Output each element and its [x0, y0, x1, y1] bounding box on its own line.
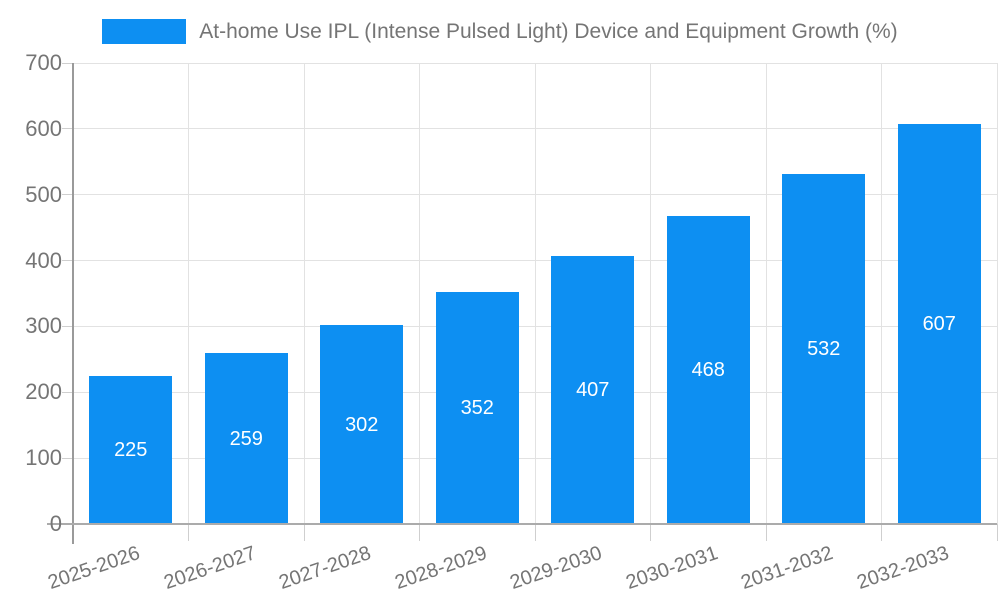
legend-color-swatch	[102, 19, 187, 44]
legend-label: At-home Use IPL (Intense Pulsed Light) D…	[199, 19, 898, 43]
y-tick-label: 200	[25, 379, 62, 405]
x-tick-label: 2029-2030	[507, 542, 605, 594]
bar[interactable]: 607	[897, 124, 981, 524]
bar-value-label: 407	[576, 378, 610, 401]
y-tick-label: 700	[25, 50, 62, 75]
y-tick	[62, 457, 73, 459]
y-tick-label: 400	[25, 247, 62, 273]
plot-area: 225 259 302 352 407 468 532 607	[62, 62, 998, 541]
x-tick	[419, 524, 420, 541]
v-gridline	[650, 63, 651, 524]
y-tick	[62, 62, 73, 64]
y-tick-label: 600	[25, 115, 62, 141]
bar[interactable]: 407	[551, 255, 635, 524]
bar-value-label: 225	[114, 438, 148, 461]
legend[interactable]: At-home Use IPL (Intense Pulsed Light) D…	[0, 19, 1000, 44]
y-tick-label: 500	[25, 181, 62, 207]
x-tick-label: 2031-2032	[738, 542, 836, 594]
x-tick-label: 2026-2027	[160, 542, 259, 594]
x-tick	[765, 524, 767, 541]
x-tick	[996, 524, 998, 541]
bar-value-label: 532	[807, 337, 841, 360]
y-tick	[62, 128, 73, 130]
x-tick	[881, 524, 882, 541]
y-tick-label: 0	[49, 511, 62, 536]
y-tick-label: 300	[25, 313, 62, 339]
bar[interactable]: 352	[435, 292, 519, 524]
v-gridline	[881, 63, 882, 524]
v-gridline	[765, 63, 767, 524]
bar[interactable]: 225	[89, 375, 173, 524]
y-tick-label: 100	[25, 445, 62, 471]
bar[interactable]: 302	[320, 325, 404, 524]
x-tick	[650, 524, 651, 541]
bar-value-label: 468	[691, 358, 725, 381]
x-tick-label: 2025-2026	[45, 542, 143, 594]
v-gridline	[996, 63, 998, 524]
x-axis-line	[47, 523, 997, 525]
y-axis-line	[72, 63, 74, 544]
v-gridline	[534, 63, 536, 524]
x-tick-label: 2028-2029	[391, 542, 490, 594]
bar-value-label: 259	[229, 427, 263, 450]
bar-value-label: 352	[460, 397, 494, 420]
y-tick	[62, 194, 73, 196]
x-tick	[303, 524, 305, 541]
x-tick	[188, 524, 189, 541]
v-gridline	[419, 63, 420, 524]
bar[interactable]: 259	[204, 353, 288, 524]
bar[interactable]: 532	[782, 173, 866, 524]
v-gridline	[303, 63, 305, 524]
y-tick	[62, 260, 73, 262]
x-tick-label: 2027-2028	[276, 542, 374, 594]
y-tick	[62, 391, 73, 393]
v-gridline	[188, 63, 189, 524]
bar-value-label: 607	[922, 313, 956, 336]
bar[interactable]: 468	[666, 215, 750, 524]
bar-value-label: 302	[345, 413, 379, 436]
x-tick	[534, 524, 536, 541]
y-tick	[62, 325, 73, 327]
x-tick-label: 2030-2031	[622, 542, 721, 594]
x-tick-label: 2032-2033	[853, 542, 952, 594]
